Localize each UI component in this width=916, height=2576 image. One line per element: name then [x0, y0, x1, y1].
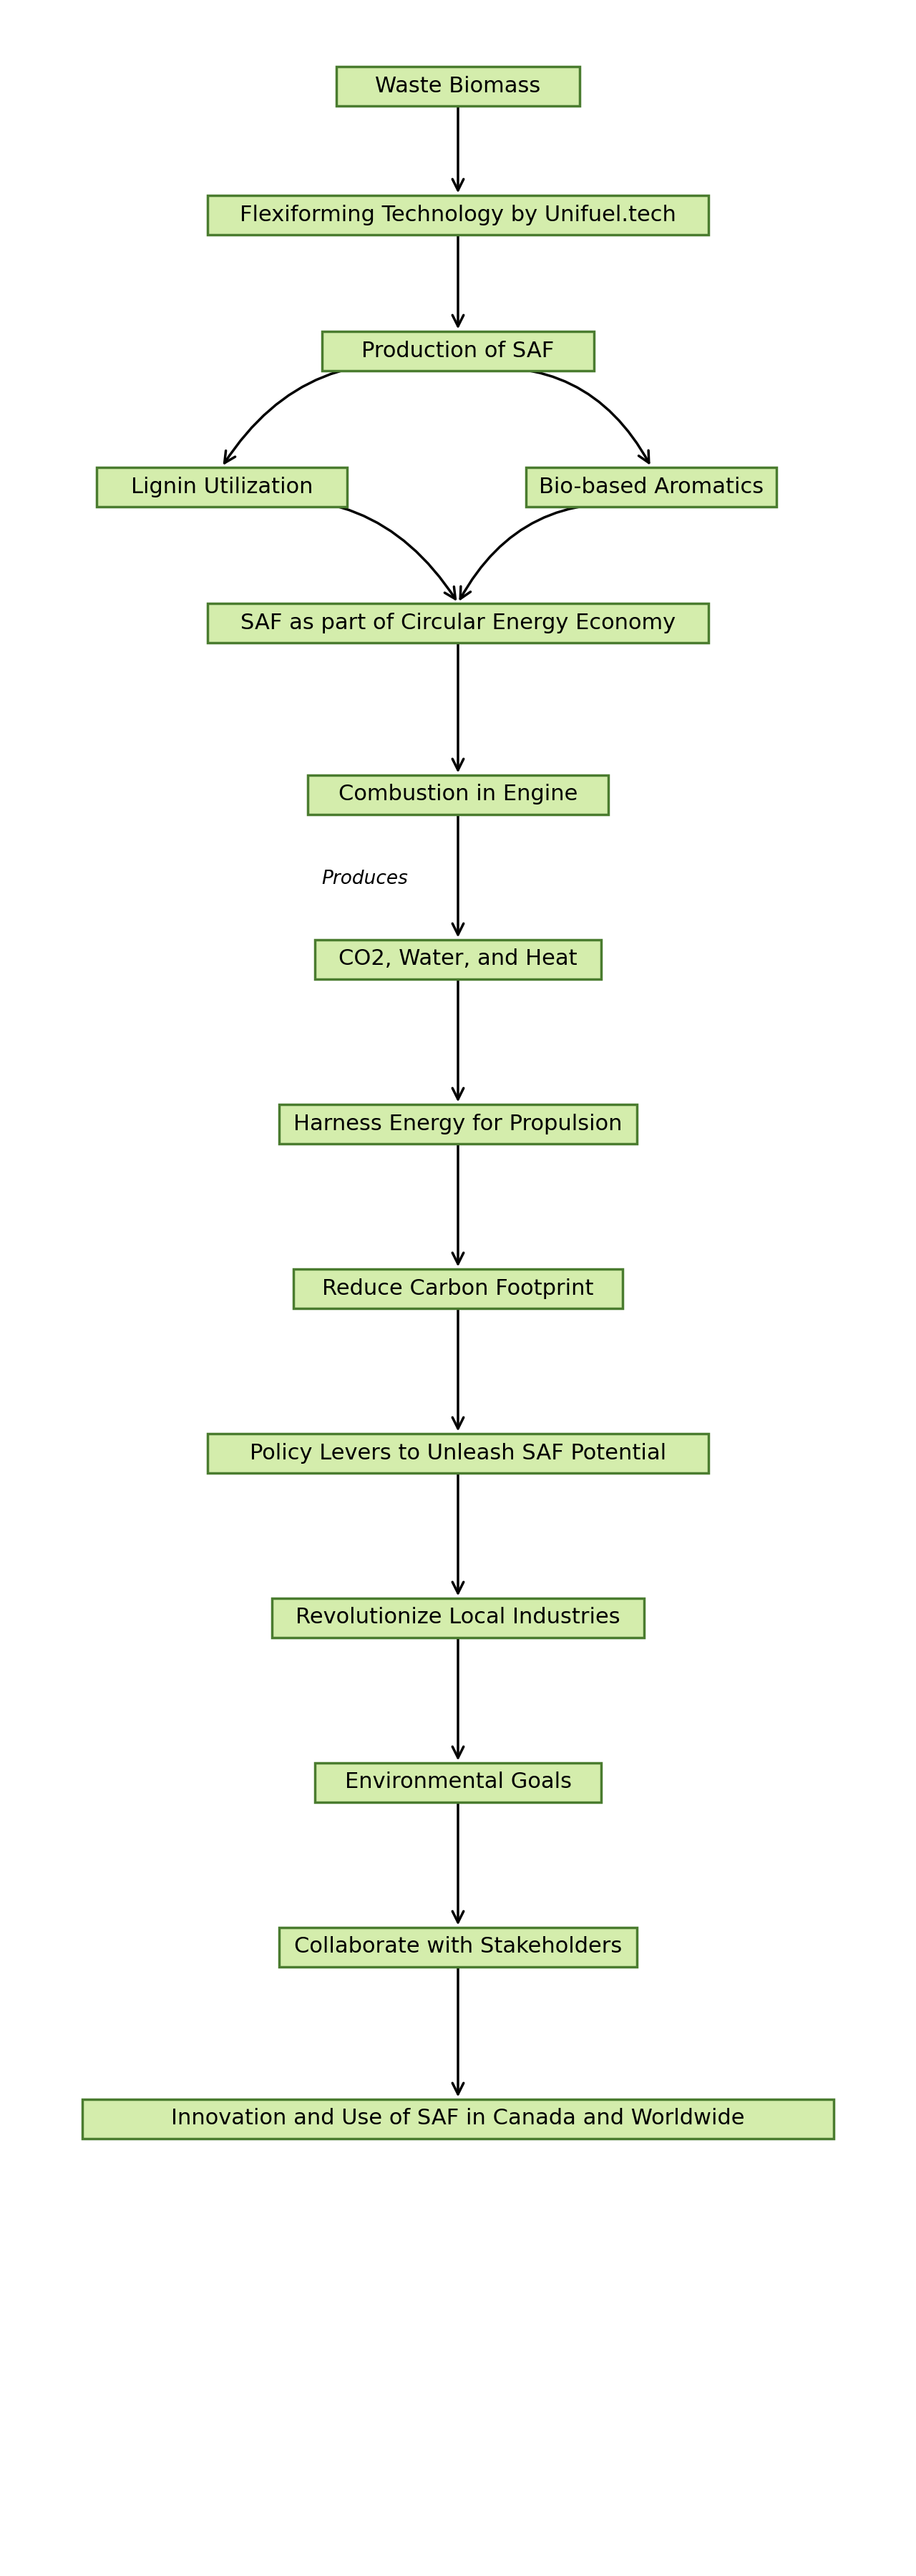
Text: Lignin Utilization: Lignin Utilization [131, 477, 313, 497]
FancyBboxPatch shape [308, 775, 608, 814]
FancyBboxPatch shape [208, 1432, 708, 1473]
FancyBboxPatch shape [82, 2099, 834, 2138]
FancyBboxPatch shape [96, 466, 347, 507]
Text: Policy Levers to Unleash SAF Potential: Policy Levers to Unleash SAF Potential [250, 1443, 666, 1463]
FancyBboxPatch shape [272, 1597, 644, 1638]
Text: Revolutionize Local Industries: Revolutionize Local Industries [296, 1607, 620, 1628]
Text: Collaborate with Stakeholders: Collaborate with Stakeholders [294, 1937, 622, 1958]
Text: Harness Energy for Propulsion: Harness Energy for Propulsion [294, 1113, 622, 1133]
FancyBboxPatch shape [526, 466, 777, 507]
Text: Environmental Goals: Environmental Goals [344, 1772, 572, 1793]
FancyBboxPatch shape [315, 940, 601, 979]
Text: CO2, Water, and Heat: CO2, Water, and Heat [339, 948, 577, 969]
FancyBboxPatch shape [208, 603, 708, 641]
Text: Innovation and Use of SAF in Canada and Worldwide: Innovation and Use of SAF in Canada and … [171, 2107, 745, 2128]
FancyBboxPatch shape [322, 332, 594, 371]
FancyBboxPatch shape [279, 1105, 637, 1144]
Text: Produces: Produces [322, 871, 409, 889]
FancyBboxPatch shape [315, 1762, 601, 1801]
FancyBboxPatch shape [208, 196, 708, 234]
FancyBboxPatch shape [279, 1927, 637, 1965]
Text: Flexiforming Technology by Unifuel.tech: Flexiforming Technology by Unifuel.tech [240, 204, 676, 224]
FancyBboxPatch shape [293, 1267, 623, 1309]
Text: SAF as part of Circular Energy Economy: SAF as part of Circular Energy Economy [240, 613, 676, 634]
Text: Combustion in Engine: Combustion in Engine [338, 783, 578, 804]
FancyBboxPatch shape [336, 67, 580, 106]
Text: Production of SAF: Production of SAF [362, 340, 554, 361]
Text: Waste Biomass: Waste Biomass [376, 75, 540, 95]
Text: Bio-based Aromatics: Bio-based Aromatics [539, 477, 764, 497]
Text: Reduce Carbon Footprint: Reduce Carbon Footprint [322, 1278, 594, 1298]
